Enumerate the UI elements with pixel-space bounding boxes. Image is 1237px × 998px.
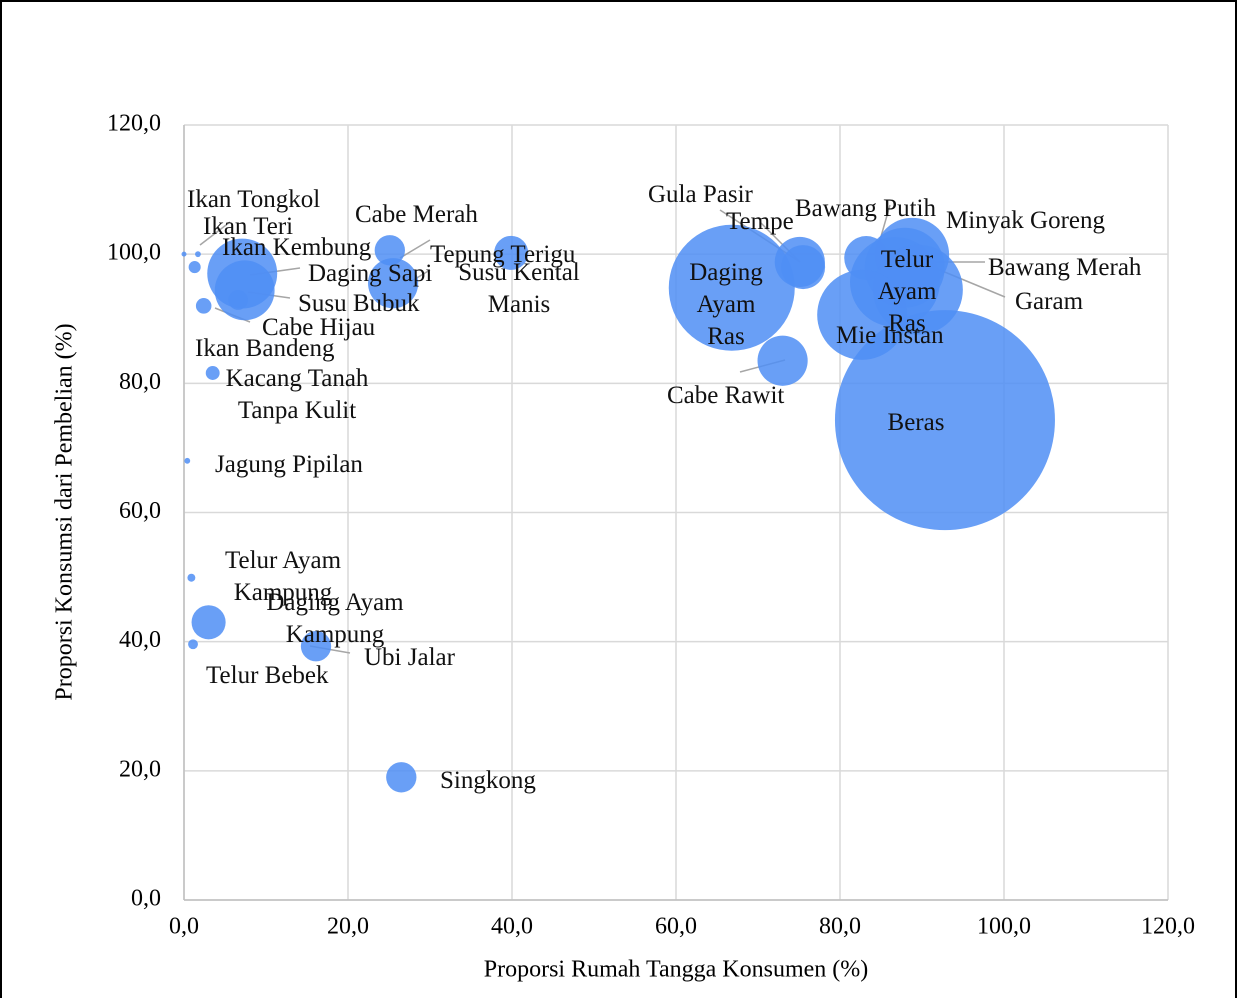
leader-line xyxy=(399,239,431,259)
bubble xyxy=(300,631,332,662)
data-label: Bawang Putih xyxy=(795,195,936,222)
bubble xyxy=(187,573,196,582)
y-tick-label: 80,0 xyxy=(119,369,161,395)
bubble xyxy=(374,235,405,266)
x-axis-title: Proporsi Rumah Tangga Konsumen (%) xyxy=(484,957,869,983)
bubble xyxy=(228,290,248,310)
x-tick-label: 40,0 xyxy=(491,914,533,940)
x-tick-label: 120,0 xyxy=(1141,914,1195,940)
x-tick-label: 0,0 xyxy=(169,914,199,940)
data-label: Mie Instan xyxy=(836,322,944,349)
data-label: Gula Pasir xyxy=(648,181,753,208)
leader-line xyxy=(199,221,231,246)
data-label: Ikan Tongkol xyxy=(187,186,321,213)
data-label: Garam xyxy=(1015,288,1084,315)
bubble xyxy=(181,251,187,257)
bubble xyxy=(214,260,275,321)
data-label: Bawang Merah xyxy=(988,254,1142,281)
data-label: Ikan Kembung xyxy=(222,234,372,261)
bubble xyxy=(188,639,198,650)
y-tick-label: 120,0 xyxy=(107,111,161,137)
data-label: Cabe Rawit xyxy=(667,382,785,409)
data-label: Susu Bubuk xyxy=(298,290,420,317)
data-label: Telur Bebek xyxy=(206,662,329,689)
y-axis-title: Proporsi Konsumsi dari Pembelian (%) xyxy=(52,323,78,700)
bubble xyxy=(191,605,226,640)
bubble xyxy=(195,251,201,258)
data-label: Daging Sapi xyxy=(308,260,433,287)
data-label: Ikan Bandeng xyxy=(195,335,335,362)
bubble xyxy=(494,235,529,270)
data-label: Ikan Teri xyxy=(203,213,294,240)
data-label: Telur Ayam Ras xyxy=(877,246,937,337)
x-tick-label: 100,0 xyxy=(977,914,1031,940)
data-label: Cabe Merah xyxy=(355,201,478,228)
bubble xyxy=(834,310,1055,531)
y-tick-label: 20,0 xyxy=(119,756,161,782)
data-label: Minyak Goreng xyxy=(946,207,1105,234)
data-label: Daging Ayam Ras xyxy=(689,259,763,350)
data-label: Singkong xyxy=(440,767,536,794)
data-label: Cabe Hijau xyxy=(262,314,376,341)
data-label: Ubi Jalar xyxy=(364,644,455,671)
bubble xyxy=(188,261,201,274)
bubble xyxy=(205,366,220,380)
y-tick-label: 60,0 xyxy=(119,498,161,524)
bubble xyxy=(757,335,808,386)
x-tick-label: 20,0 xyxy=(327,914,369,940)
data-label: Jagung Pipilan xyxy=(215,451,363,478)
data-label: Telur Ayam Kampung xyxy=(224,547,342,606)
data-label: Tempe xyxy=(726,208,794,235)
data-label: Susu Kental Manis xyxy=(458,259,580,318)
data-label: Daging Ayam Kampung xyxy=(266,589,404,648)
bubble xyxy=(195,298,212,314)
data-label: Tepung Terigu xyxy=(430,241,576,268)
bubble xyxy=(668,224,795,351)
x-tick-label: 60,0 xyxy=(655,914,697,940)
bubble xyxy=(184,457,191,464)
bubble xyxy=(386,762,417,793)
y-tick-label: 40,0 xyxy=(119,627,161,653)
y-tick-label: 100,0 xyxy=(107,240,161,266)
bubble xyxy=(781,245,826,290)
data-label: Kacang Tanah Tanpa Kulit xyxy=(225,365,369,424)
x-tick-label: 80,0 xyxy=(819,914,861,940)
y-tick-label: 0,0 xyxy=(131,886,161,912)
data-label: Beras xyxy=(887,409,945,436)
bubble xyxy=(368,258,419,309)
